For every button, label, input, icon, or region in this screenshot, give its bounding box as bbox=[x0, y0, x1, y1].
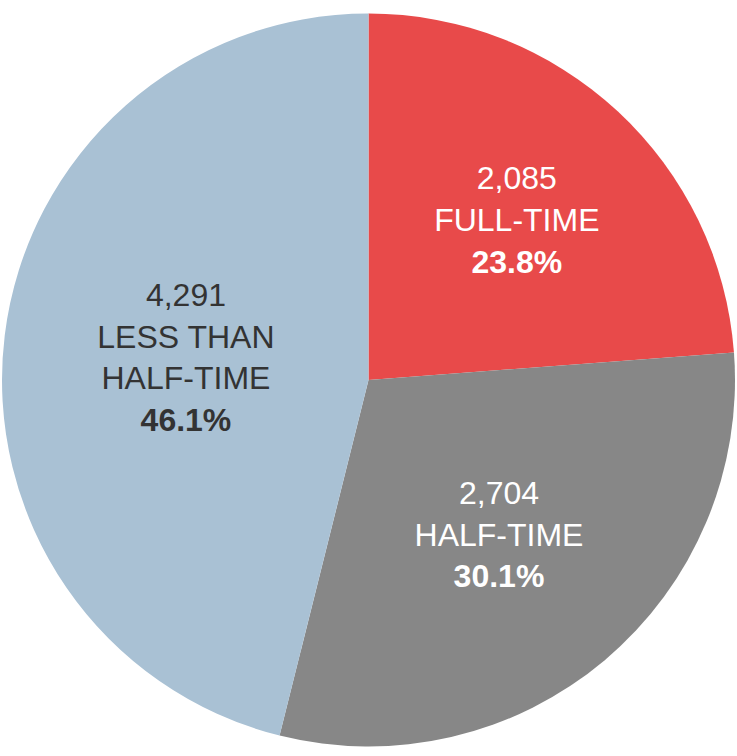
svg-text:4,291LESS THANHALF-TIME46.1%: 4,291LESS THANHALF-TIME46.1% bbox=[97, 277, 274, 438]
svg-text:2,085FULL-TIME23.8%: 2,085FULL-TIME23.8% bbox=[434, 160, 599, 279]
svg-text:2,704HALF-TIME30.1%: 2,704HALF-TIME30.1% bbox=[415, 475, 584, 594]
